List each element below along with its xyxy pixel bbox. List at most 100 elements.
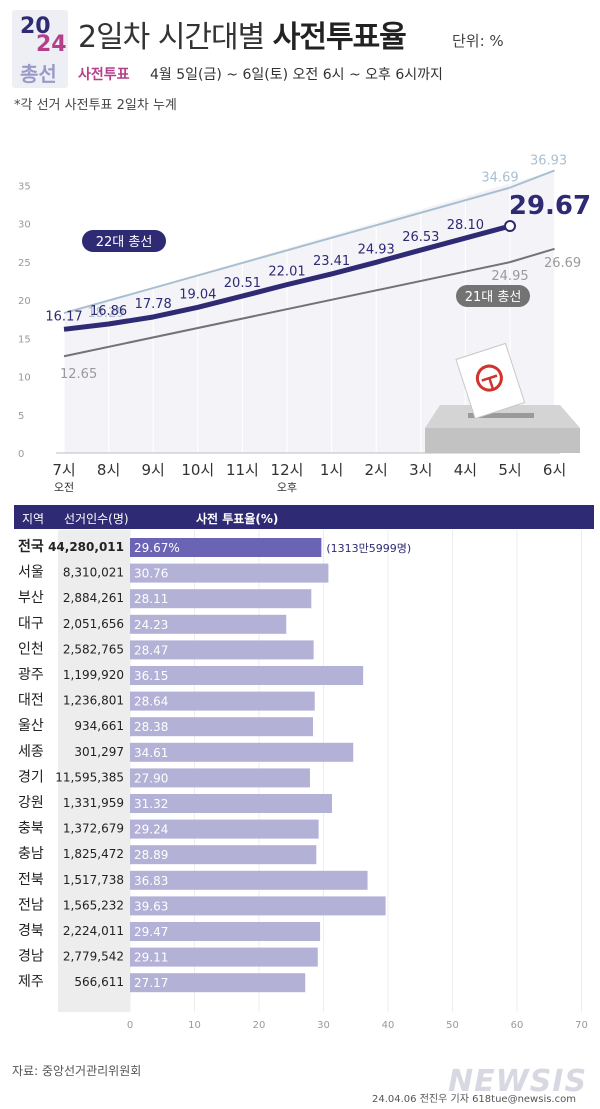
region-label: 경기 [18,769,44,785]
region-label: 부산 [18,590,44,606]
x-tick-label: 60 [511,1020,524,1031]
credit-text: 24.04.06 전진우 기자 618tue@newsis.com [372,1094,576,1105]
x-tick-label: 9시 [142,461,165,479]
voter-count-label: 1,565,232 [63,898,124,912]
series-21-data-label: 26.69 [544,256,581,271]
series-20-data-label: 36.93 [530,153,567,168]
y-tick-label: 15 [18,334,31,345]
x-tick-label: 7시 [52,461,75,479]
turnout-value-label: 24.23 [134,618,168,632]
x-tick-label: 4시 [454,461,477,479]
region-label: 충남 [18,846,44,862]
turnout-bar [130,768,310,788]
x-tick-label: 2시 [365,461,388,479]
region-label: 전북 [18,872,44,888]
hourly-turnout-line-chart: 0 5 10 15 20 25 30 35 18.29 34.69 36.93 12.65 24.95 2… [18,153,591,494]
voter-count-label: 301,297 [74,745,124,759]
x-tick-label: 6시 [543,461,566,479]
turnout-value-label: 31.32 [134,797,168,811]
region-label: 충북 [18,821,44,837]
ballot-stamp-stroke [488,377,495,390]
voter-count-label: 1,517,738 [63,873,124,887]
turnout-bar [130,819,319,839]
series-22-data-label: 16.86 [90,304,127,319]
series-22-data-label: 19.04 [179,287,216,302]
region-label: 대구 [18,616,44,632]
period-tag: 사전투표 [78,67,130,83]
series-22-data-label: 28.10 [447,218,484,233]
series-22-end-marker [504,220,516,233]
unit-label: 단위: % [452,32,504,50]
turnout-bar [130,538,322,557]
series-line-21-general [509,247,555,264]
legend-tag-22-bg [82,230,166,252]
voter-count-label: 1,236,801 [63,694,124,708]
x-tick-label: 50 [446,1020,459,1031]
ballot-box-slot [468,413,534,418]
turnout-bar [130,922,321,941]
region-label: 전남 [18,897,44,913]
turnout-bar [130,947,318,967]
x-sub-label: 오후 [277,481,297,494]
turnout-bar [130,870,368,890]
voter-count-label: 8,310,021 [63,566,124,580]
turnout-value-label: 34.61 [134,746,168,760]
total-voters-annotation: (1313만5999명) [326,542,411,555]
turnout-bar [130,640,314,660]
series-22-data-label: 22.01 [268,265,305,280]
col-region: 지역 [22,512,45,526]
x-tick-label: 30 [317,1020,330,1031]
region-label: 서울 [18,565,44,581]
series-21-data-label: 12.65 [60,367,97,382]
x-tick-label: 10시 [181,461,214,479]
turnout-value-label: 29.11 [134,951,168,965]
legend-tag-22-label: 22대 총선 [96,235,153,250]
turnout-bar [130,614,287,634]
y-tick-label: 5 [18,411,24,422]
turnout-bar [130,666,364,685]
logo-year-bottom: 24 [36,32,67,57]
turnout-value-label: 29.47 [134,925,168,939]
y-tick-label: 20 [18,296,31,307]
voter-count-label: 2,224,011 [63,924,124,938]
turnout-bar [130,589,312,609]
col-turnout: 사전 투표율(%) [196,512,279,526]
x-tick-label: 10 [188,1020,201,1031]
y-tick-label: 0 [18,449,24,460]
series-21-data-label: 24.95 [491,269,528,284]
regional-turnout-bar-chart: 0 10 20 30 40 50 60 70 전국 44,280,011 29.67% 서울 8,310… [18,530,588,1031]
voter-count-label: 2,582,765 [63,642,124,656]
x-tick-label: 40 [382,1020,395,1031]
title-prefix: 2일차 시간대별 [78,20,265,55]
page-title: 2일차 시간대별 사전투표율 [78,12,407,56]
voter-count-label: 2,051,656 [63,617,124,631]
series-20-data-label: 34.69 [481,171,518,186]
regional-table-header: 지역 선거인수(명) 사전 투표율(%) [14,505,594,529]
voters-column-bg [58,530,130,1012]
y-tick-label: 25 [18,258,31,269]
turnout-bar [130,896,386,916]
region-label: 세종 [18,744,44,760]
voter-count-label: 1,372,679 [63,822,124,836]
region-label: 제주 [18,974,44,990]
region-label: 대전 [18,693,44,709]
turnout-bar [130,691,315,711]
series-22-data-label: 23.41 [313,254,350,269]
voter-count-label: 934,661 [74,719,124,733]
x-tick-label: 5시 [498,461,521,479]
legend-tag-21-label: 21대 총선 [465,290,522,305]
chart-note: *각 선거 사전투표 2일차 누계 [14,98,177,113]
region-label: 광주 [18,667,44,683]
series-line-22-general [63,223,511,332]
turnout-value-label: 28.64 [134,695,168,709]
y-tick-label: 10 [18,373,31,384]
ballot-paper [455,342,526,420]
series-22-final-label: 29.67 [509,191,591,221]
series-line-21-general [63,261,511,358]
series-20-data-label: 18.29 [87,306,124,321]
y-tick-label: 30 [18,220,31,231]
voter-count-label: 2,779,542 [63,950,124,964]
region-label: 강원 [18,795,44,811]
source-text: 자료: 중앙선거관리위원회 [12,1064,142,1078]
x-tick-label: 12시 [271,461,304,479]
